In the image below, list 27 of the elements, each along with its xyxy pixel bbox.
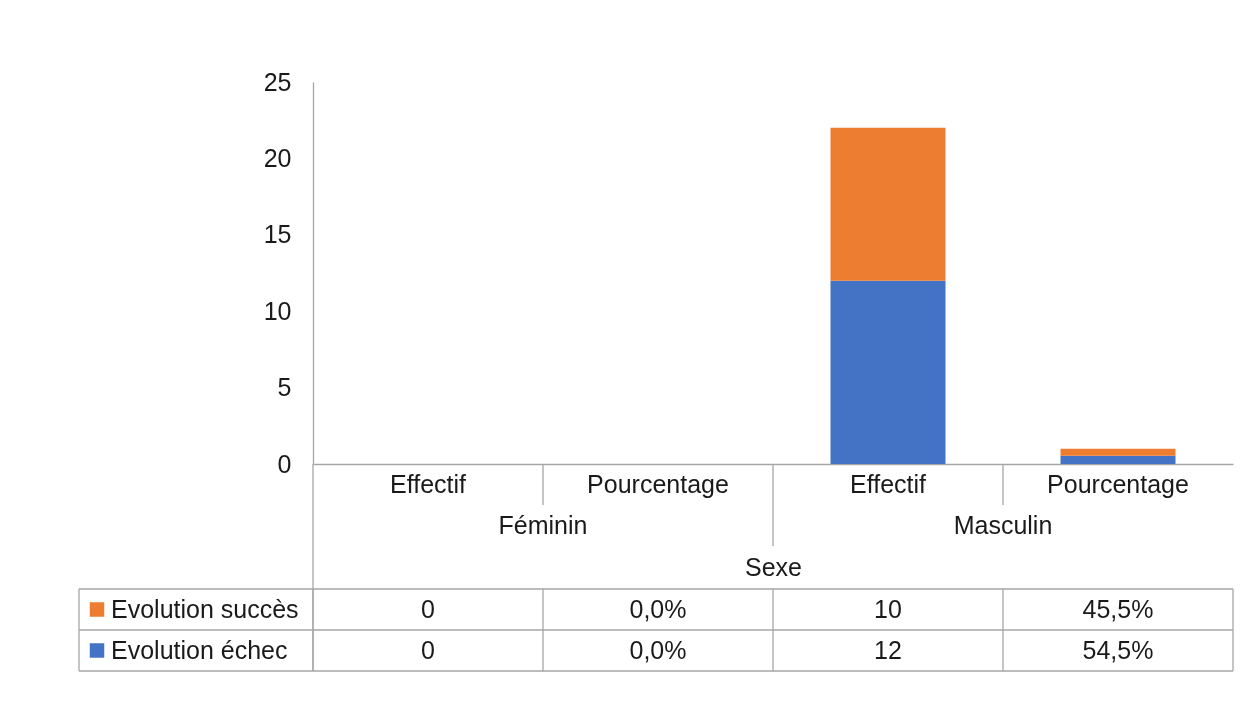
y-tick-label: 15	[263, 220, 292, 249]
legend-label: Evolution échec	[111, 635, 288, 664]
data-label: 0,0%	[629, 635, 687, 664]
data-label: 0	[421, 594, 435, 623]
bar	[1060, 448, 1176, 456]
bar	[1060, 455, 1176, 464]
y-tick-label: 25	[263, 67, 292, 96]
legend-label: Evolution succès	[111, 594, 299, 623]
bar	[830, 127, 946, 281]
y-tick-label: 10	[263, 296, 292, 325]
data-label: 12	[874, 635, 902, 664]
text: Masculin	[953, 511, 1053, 539]
y-tick-label: 20	[263, 143, 292, 172]
text: Féminin	[498, 511, 588, 539]
data-label: 10	[874, 594, 902, 623]
x-tick-label: Effectif	[390, 469, 467, 498]
x-tick-label: Effectif	[850, 469, 927, 498]
bar	[830, 280, 946, 464]
x-tick-label: Pourcentage	[1047, 469, 1189, 498]
data-label: 0,0%	[629, 594, 687, 623]
data-label: 54,5%	[1082, 635, 1154, 664]
data-label: 45,5%	[1082, 594, 1154, 623]
x-axis-title: Sexe	[745, 552, 802, 581]
x-tick-label: Pourcentage	[587, 469, 729, 498]
y-tick-label: 0	[277, 449, 292, 478]
data-label: 0	[421, 635, 435, 664]
y-tick-label: 5	[277, 373, 292, 402]
